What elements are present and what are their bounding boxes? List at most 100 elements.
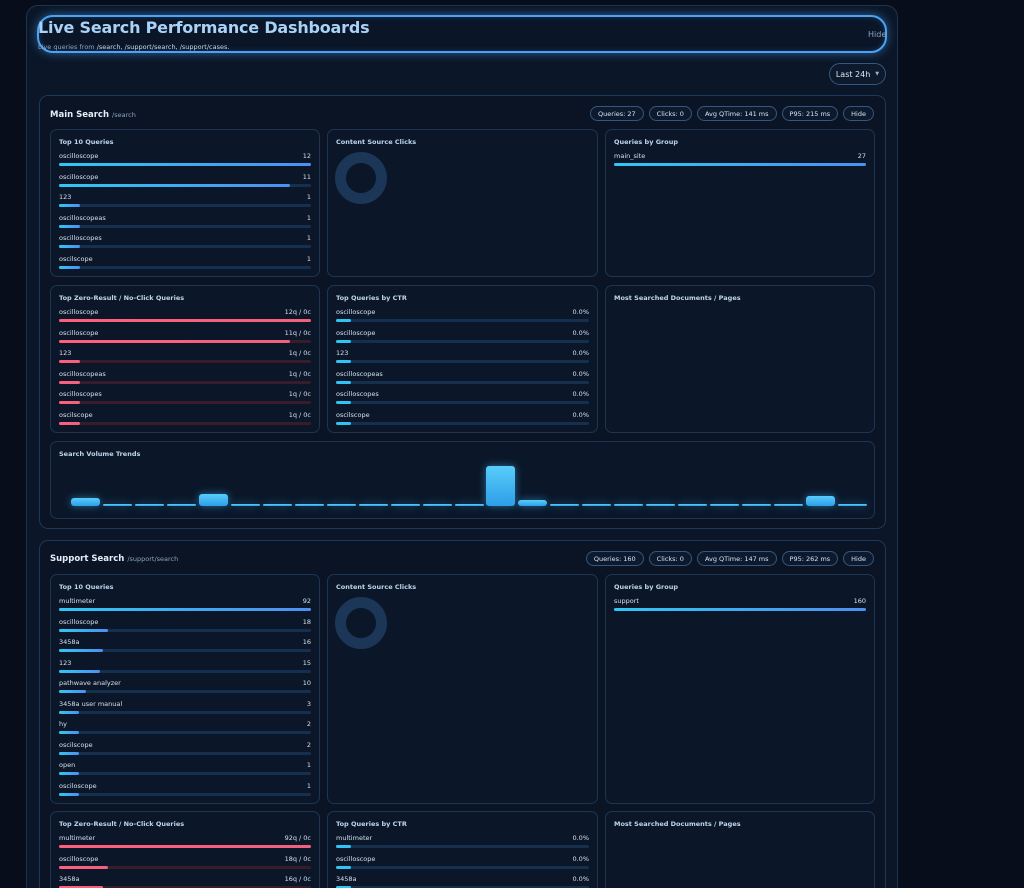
query-label: multimeter [336,834,373,842]
list-item: 123 0.0% [336,349,589,370]
query-value: 0.0% [572,854,589,863]
bar-fill [59,163,311,166]
list-item: oscilscope 2 [59,741,311,762]
bar-fill [59,265,80,269]
bar-track [59,339,311,343]
query-label: oscilloscope [336,328,376,337]
list-item: oscilloscopes 0.0% [336,390,589,411]
bar-fill [59,751,80,755]
query-value: 92q / 0c [284,834,311,842]
query-value: 1 [306,213,311,222]
query-value: 11q / 0c [284,328,311,337]
query-label: oscilscope [59,740,93,749]
hide-header-link[interactable]: Hide [868,30,887,39]
bar-track [336,401,589,404]
subtitle-prefix: Live queries from [38,43,95,51]
card-title: Queries by Group [614,583,678,591]
hide-section-button[interactable]: Hide [843,551,874,566]
query-label: oscilloscope [59,617,99,626]
list-item: oscilloscope 18 [59,618,311,639]
query-value: 0.0% [572,875,589,883]
header-banner [37,15,887,53]
card-title: Search Volume Trends [59,450,141,458]
bar-track [336,421,589,425]
content-source-clicks-card: Content Source Clicks [327,574,598,804]
card-title: Content Source Clicks [336,583,417,591]
query-value: 10 [302,679,311,687]
list-item: oscilloscope 12 [59,152,311,173]
query-label: pathwave analyzer [59,679,121,687]
query-value: 0.0% [572,328,589,337]
query-value: 0.0% [572,369,589,378]
query-value: 1 [306,761,311,769]
bar-track [59,669,311,673]
query-label: oscilloscope [59,308,99,316]
list-item: 3458a 16 [59,638,311,659]
query-value: 15 [302,658,311,667]
list-item: oscilscope 1q / 0c [59,411,311,432]
queries-by-group-card: Queries by Group support 160 [605,574,875,804]
hide-section-button[interactable]: Hide [843,106,874,121]
stats-bar: Queries: 160 Clicks: 0 Avg QTime: 147 ms… [585,551,874,566]
bar-fill [59,690,87,693]
card-title: Content Source Clicks [336,138,417,146]
bar-track [59,421,311,425]
trend-bar [294,504,324,506]
list-item: oscilloscope 11q / 0c [59,329,311,350]
list-item: oscilloscope 0.0% [336,855,589,876]
query-label: osciloscope [59,781,97,790]
section-main-search: Main Search/search Queries: 27 Clicks: 0… [39,95,886,529]
bar-track [614,163,866,166]
bar-fill [59,772,80,775]
chevron-down-icon: ▼ [875,71,880,77]
bar-fill [59,224,80,228]
bar-fill [336,865,352,869]
trend-bar [742,504,772,506]
query-label: 123 [59,658,72,667]
card-title: Top 10 Queries [59,138,114,146]
list-item: 3458a 0.0% [336,875,589,888]
card-title: Top 10 Queries [59,583,114,591]
query-label: main_site [614,152,646,160]
bar-track [59,204,311,207]
card-title: Top Zero-Result / No-Click Queries [59,294,185,302]
query-value: 1q / 0c [288,390,311,398]
bar-fill [59,360,80,363]
query-value: 1q / 0c [288,410,311,419]
query-label: oscilscope [59,410,93,419]
bar-track [59,380,311,384]
trend-bar [422,504,452,506]
trend-bar [838,504,868,506]
list-item: oscilloscopeas 0.0% [336,370,589,391]
query-label: 3458a [59,875,80,883]
queries-by-group-card: Queries by Group main_site 27 [605,129,875,277]
bar-track [59,865,311,869]
time-range-select[interactable]: Last 24h ▼ [829,63,886,85]
avg-qtime-stat: Avg QTime: 141 ms [696,106,777,121]
p95-stat: P95: 215 ms [781,106,839,121]
query-label: multimeter [59,597,96,605]
section-title: Main Search/search [50,110,136,120]
bar-track [336,360,589,363]
bar-fill [336,380,352,384]
query-label: oscilloscopes [59,234,102,242]
list-item: main_site 27 [614,152,866,173]
bar-track [59,319,311,322]
bar-track [59,845,311,848]
query-value: 18 [302,617,311,626]
query-value: 0.0% [572,410,589,419]
bar-track [59,772,311,775]
section-path: /support/search [127,555,179,563]
bar-fill [336,845,352,848]
bar-fill [59,204,80,207]
bar-track [59,245,311,248]
query-label: oscilloscope [336,308,376,316]
bar-fill [614,163,866,166]
query-value: 1q / 0c [288,349,311,357]
card-title: Top Queries by CTR [336,820,407,828]
list-item: open 1 [59,761,311,782]
query-value: 16 [302,638,311,646]
top-queries-card: Top 10 Queries oscilloscope 12 oscilloscop… [50,129,320,277]
query-label: oscilscope [59,254,93,263]
list-item: pathwave analyzer 10 [59,679,311,700]
